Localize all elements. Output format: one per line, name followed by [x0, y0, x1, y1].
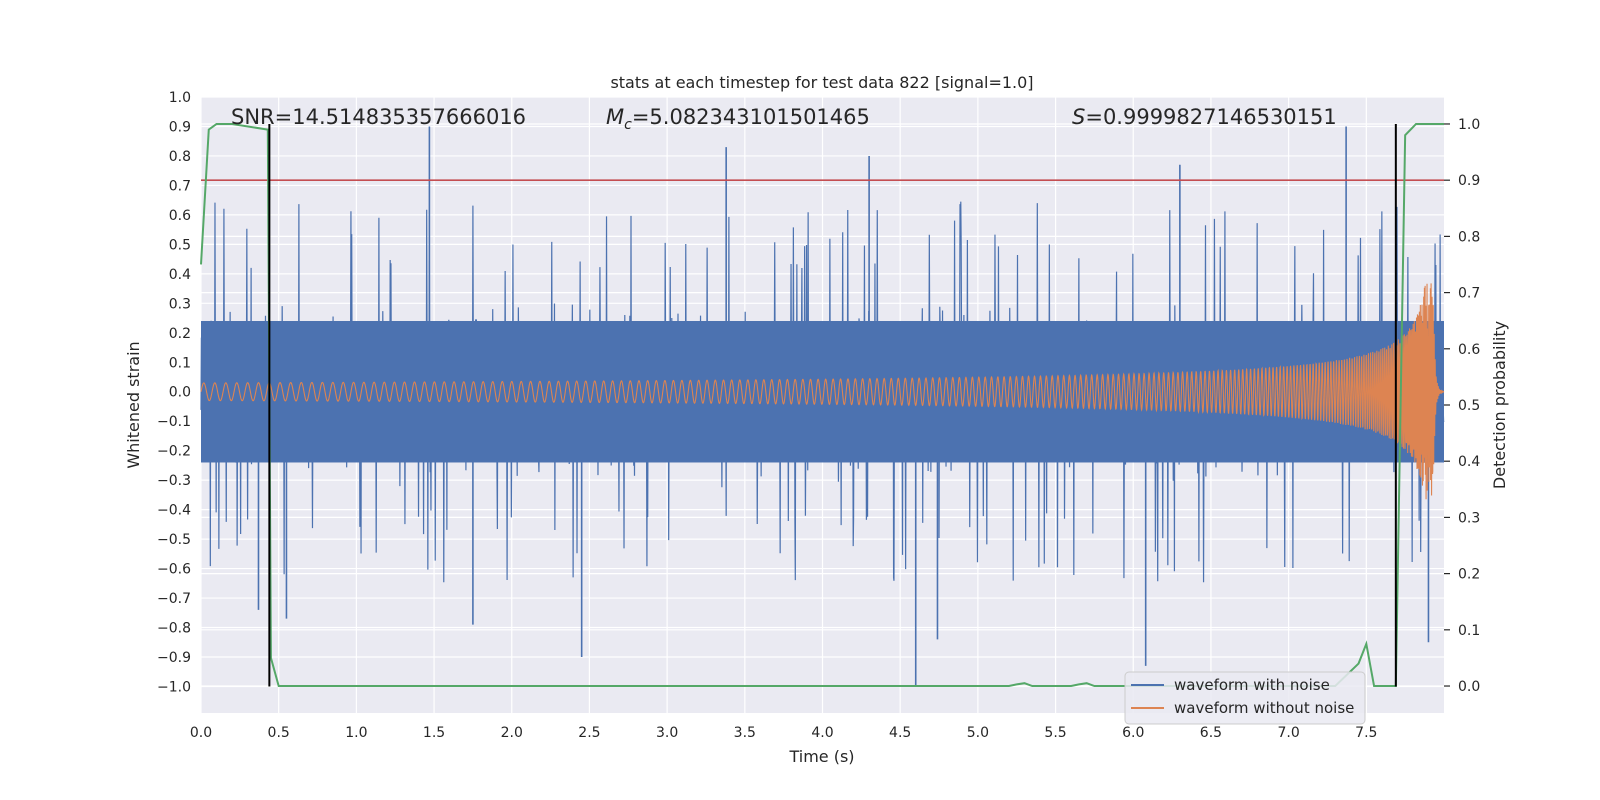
y2-tick-label: 0.7: [1458, 286, 1480, 302]
y-tick-label: 0.7: [169, 178, 191, 194]
y-tick-label: 0.4: [169, 267, 191, 283]
y-tick-label: −0.6: [157, 562, 191, 578]
y2-tick-label: 1.0: [1458, 117, 1480, 133]
x-ticks: 0.0 0.5 1.0 1.5 2.0 2.5 3.0 3.5 4.0 4.5 5.0 5.5 6.0 6…: [190, 725, 1378, 741]
y-tick-label: −0.1: [157, 414, 191, 430]
y-tick-label: −0.4: [157, 503, 191, 519]
x-tick-label: 2.5: [578, 725, 600, 741]
chirp-mass-subscript: c: [624, 117, 632, 133]
x-tick-label: 4.5: [889, 725, 911, 741]
x-tick-label: 3.0: [656, 725, 678, 741]
y-tick-label: −1.0: [157, 679, 191, 695]
legend-label-noise: waveform with noise: [1174, 676, 1330, 694]
y-tick-label: −0.3: [157, 473, 191, 489]
y-tick-label: 1.0: [169, 90, 191, 106]
detection-probability-line: [200, 122, 1444, 688]
y-tick-label: 0.5: [169, 237, 191, 253]
y-tick-label: −0.5: [157, 532, 191, 548]
x-tick-label: 0.5: [268, 725, 290, 741]
chirp-mass-symbol: M: [606, 105, 624, 129]
chirp-mass-value: =5.082343101501465: [632, 105, 870, 129]
y-tick-label: 0.8: [169, 149, 191, 165]
y2-tick-label: 0.9: [1458, 173, 1480, 189]
x-tick-label: 1.0: [345, 725, 367, 741]
y-tick-label: 0.0: [169, 385, 191, 401]
chirp-mass-annotation: Mc=5.082343101501465: [606, 105, 870, 133]
y-tick-label: −0.7: [157, 591, 191, 607]
stat-s-annotation: S=0.9999827146530151: [1072, 105, 1337, 129]
y-tick-label: 0.2: [169, 326, 191, 342]
y-tick-label: 0.3: [169, 296, 191, 312]
y2-axis-label: Detection probability: [1490, 321, 1509, 489]
noisy-waveform-band: [201, 321, 1444, 463]
y-tick-label: −0.2: [157, 444, 191, 460]
y-tick-label: 0.1: [169, 355, 191, 371]
y2-ticks: 1.0 0.9 0.8 0.7 0.6 0.5 0.4 0.3 0.2 0.1 0.0: [1444, 117, 1480, 695]
clean-waveform-line: [200, 283, 1445, 500]
stat-s-symbol: S: [1072, 105, 1085, 129]
legend-label-clean: waveform without noise: [1174, 699, 1354, 717]
y-tick-label: −0.8: [157, 621, 191, 637]
legend: waveform with noise waveform without noi…: [1124, 671, 1366, 725]
y-tick-label: −0.9: [157, 650, 191, 666]
x-tick-label: 1.5: [423, 725, 445, 741]
legend-box: [1124, 671, 1366, 725]
y2-tick-label: 0.0: [1458, 679, 1480, 695]
y2-tick-label: 0.3: [1458, 510, 1480, 526]
y2-tick-label: 0.4: [1458, 454, 1480, 470]
x-tick-label: 0.0: [190, 725, 212, 741]
x-tick-label: 7.5: [1355, 725, 1377, 741]
x-tick-label: 4.0: [811, 725, 833, 741]
y2-tick-label: 0.8: [1458, 229, 1480, 245]
x-tick-label: 5.0: [967, 725, 989, 741]
x-tick-label: 6.0: [1122, 725, 1144, 741]
stat-s-value: =0.9999827146530151: [1085, 105, 1336, 129]
snr-annotation: SNR=14.514835357666016: [231, 105, 526, 129]
y-ticks: 1.0 0.9 0.8 0.7 0.6 0.5 0.4 0.3 0.2 0.1 0.0 −0.1 −0.…: [157, 90, 191, 695]
y2-tick-label: 0.6: [1458, 342, 1480, 358]
y-tick-label: 0.6: [169, 208, 191, 224]
data-layer: [200, 126, 1445, 687]
y-axis-label: Whitened strain: [124, 341, 143, 468]
x-tick-label: 2.0: [501, 725, 523, 741]
overlay-layer: [200, 122, 1444, 688]
y2-tick-label: 0.2: [1458, 567, 1480, 583]
x-tick-label: 3.5: [734, 725, 756, 741]
x-tick-label: 7.0: [1277, 725, 1299, 741]
x-tick-label: 6.5: [1200, 725, 1222, 741]
y2-tick-label: 0.1: [1458, 623, 1480, 639]
chart-title: stats at each timestep for test data 822…: [610, 73, 1033, 92]
x-tick-label: 5.5: [1044, 725, 1066, 741]
y-tick-label: 0.9: [169, 119, 191, 135]
y2-tick-label: 0.5: [1458, 398, 1480, 414]
x-axis-label: Time (s): [788, 747, 854, 766]
